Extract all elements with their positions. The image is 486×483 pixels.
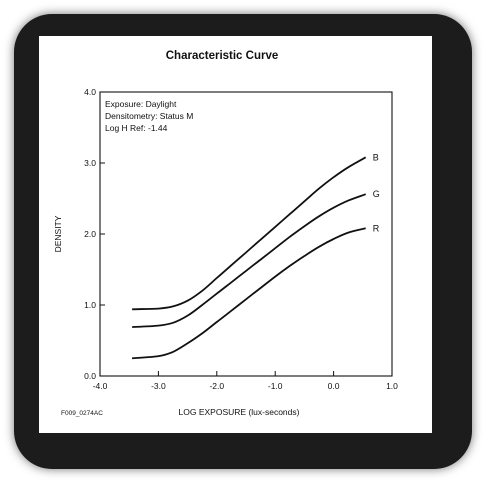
x-tick-label: 1.0 <box>386 381 398 391</box>
chart-paper: Characteristic Curve 0.0 1.0 2.0 3.0 4.0 -4.… <box>39 36 432 433</box>
figure-id-label: F009_0274AC <box>61 410 103 417</box>
y-tick-label: 4.0 <box>84 87 96 97</box>
plot-frame <box>99 91 393 377</box>
y-tick-label: 3.0 <box>84 158 96 168</box>
characteristic-curve-chart: Characteristic Curve 0.0 1.0 2.0 3.0 4.0 -4.… <box>53 50 398 417</box>
x-tick-label: 0.0 <box>328 381 340 391</box>
x-tick-label: -4.0 <box>93 381 108 391</box>
series-label-r: R <box>373 223 380 233</box>
series-labels: B G R <box>373 152 380 233</box>
y-axis-label: DENSITY <box>53 215 63 252</box>
y-tick-label: 0.0 <box>84 371 96 381</box>
x-axis-label: LOG EXPOSURE (lux-seconds) <box>179 407 300 417</box>
x-axis-ticks: -4.0 -3.0 -2.0 -1.0 0.0 1.0 <box>93 371 398 391</box>
y-axis-ticks: 0.0 1.0 2.0 3.0 4.0 <box>84 87 105 381</box>
annotation-log-h-ref: Log H Ref: -1.44 <box>105 123 168 133</box>
annotation-densitometry: Densitometry: Status M <box>105 111 193 121</box>
y-tick-label: 1.0 <box>84 300 96 310</box>
series-label-b: B <box>373 152 379 162</box>
series-line-g <box>132 193 367 328</box>
x-tick-label: -2.0 <box>209 381 224 391</box>
x-tick-label: -3.0 <box>151 381 166 391</box>
series-label-g: G <box>373 189 380 199</box>
series-line-r <box>132 227 366 360</box>
annotation-exposure: Exposure: Daylight <box>105 99 177 109</box>
y-tick-label: 2.0 <box>84 229 96 239</box>
series-curves <box>132 156 367 360</box>
chart-title: Characteristic Curve <box>166 50 279 62</box>
x-tick-label: -1.0 <box>268 381 283 391</box>
series-line-b <box>132 156 367 311</box>
